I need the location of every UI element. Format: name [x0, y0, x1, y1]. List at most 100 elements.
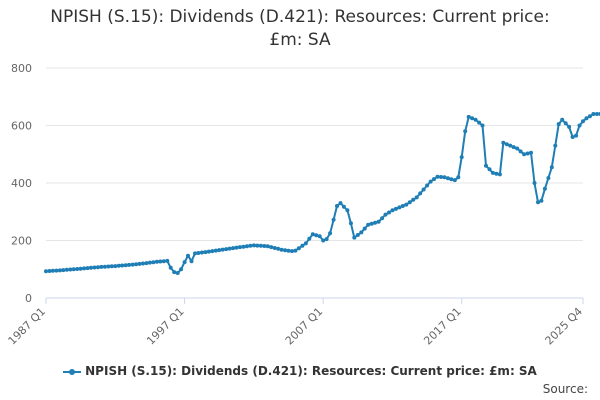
y-tick-label: 400 [11, 177, 32, 190]
data-point [501, 140, 506, 145]
data-point [238, 245, 242, 250]
data-point [335, 204, 339, 208]
legend-line-symbol [63, 367, 82, 377]
data-point [428, 179, 433, 184]
data-point [317, 234, 322, 239]
data-point [206, 249, 211, 254]
data-point [425, 183, 430, 188]
data-point [196, 251, 201, 255]
data-point [324, 237, 329, 242]
data-point [529, 150, 533, 155]
data-point [75, 267, 80, 271]
y-tick-label: 600 [11, 120, 32, 133]
chart-title: NPISH (S.15): Dividends (D.421): Resourc… [0, 6, 600, 52]
data-point [331, 217, 336, 222]
data-point [504, 142, 509, 147]
data-point [172, 270, 177, 275]
data-point [466, 114, 471, 119]
data-point [147, 260, 152, 265]
data-point [283, 248, 288, 253]
data-point [511, 145, 516, 150]
data-point [321, 238, 326, 243]
data-point [193, 251, 197, 256]
data-point [348, 221, 353, 226]
x-tick-label: 1987 Q1 [6, 305, 49, 348]
data-point [328, 231, 333, 236]
data-point [584, 116, 589, 121]
data-point [397, 205, 402, 210]
data-point [542, 186, 547, 191]
y-tick-label: 200 [11, 235, 32, 248]
data-point [54, 268, 59, 273]
data-point [99, 264, 104, 269]
data-point [296, 246, 301, 251]
data-point [435, 174, 440, 179]
data-point [310, 232, 315, 237]
data-point [553, 143, 558, 148]
data-point [92, 265, 97, 270]
data-point [179, 267, 184, 272]
data-point [536, 200, 540, 205]
source-label: Source: [542, 382, 588, 396]
x-tick-label: 2025 Q4 [543, 305, 586, 348]
data-point [414, 195, 419, 200]
x-tick-label: 2007 Q1 [283, 305, 326, 348]
data-point [186, 253, 190, 258]
data-point [515, 146, 520, 151]
y-tick-label: 0 [25, 292, 32, 305]
data-point [144, 261, 149, 266]
data-point [366, 222, 371, 227]
data-point [231, 246, 236, 251]
data-point [203, 250, 208, 255]
data-point [567, 124, 572, 129]
data-point [85, 266, 90, 271]
data-point [82, 266, 87, 271]
data-point [338, 201, 343, 206]
data-point [539, 198, 544, 203]
x-tick-label: 1997 Q1 [144, 305, 187, 348]
data-point [120, 263, 125, 268]
data-point [234, 245, 239, 250]
data-point [456, 175, 461, 180]
data-point [383, 212, 388, 217]
data-point [165, 258, 170, 263]
data-point [47, 269, 52, 273]
data-point [393, 206, 398, 211]
data-point [577, 123, 582, 128]
data-point [151, 260, 156, 265]
data-point [213, 248, 218, 253]
data-point [134, 262, 139, 267]
data-point [480, 123, 485, 128]
data-point [373, 220, 378, 225]
data-point [123, 263, 128, 268]
data-point [459, 155, 464, 160]
data-point [355, 233, 360, 237]
data-point [587, 114, 592, 119]
data-point [182, 260, 187, 265]
data-point [369, 221, 374, 226]
data-point [227, 246, 232, 251]
data-point [262, 244, 267, 248]
data-point [522, 152, 527, 157]
data-point [473, 117, 478, 122]
data-point [224, 247, 229, 252]
data-point [158, 259, 163, 264]
data-point [272, 246, 277, 250]
data-point [352, 235, 357, 240]
data-point [189, 259, 194, 264]
data-point [71, 267, 76, 272]
data-point [497, 172, 502, 177]
data-point [477, 120, 482, 125]
data-point [290, 249, 294, 254]
data-point [161, 259, 166, 264]
data-point [217, 248, 222, 253]
data-point [445, 176, 450, 181]
data-point [130, 262, 135, 267]
data-point [241, 244, 246, 249]
legend[interactable]: NPISH (S.15): Dividends (D.421): Resourc… [0, 364, 600, 378]
data-point [574, 133, 579, 138]
data-point [64, 267, 69, 272]
data-point [303, 241, 308, 246]
data-point [78, 266, 83, 271]
data-point [300, 243, 305, 248]
